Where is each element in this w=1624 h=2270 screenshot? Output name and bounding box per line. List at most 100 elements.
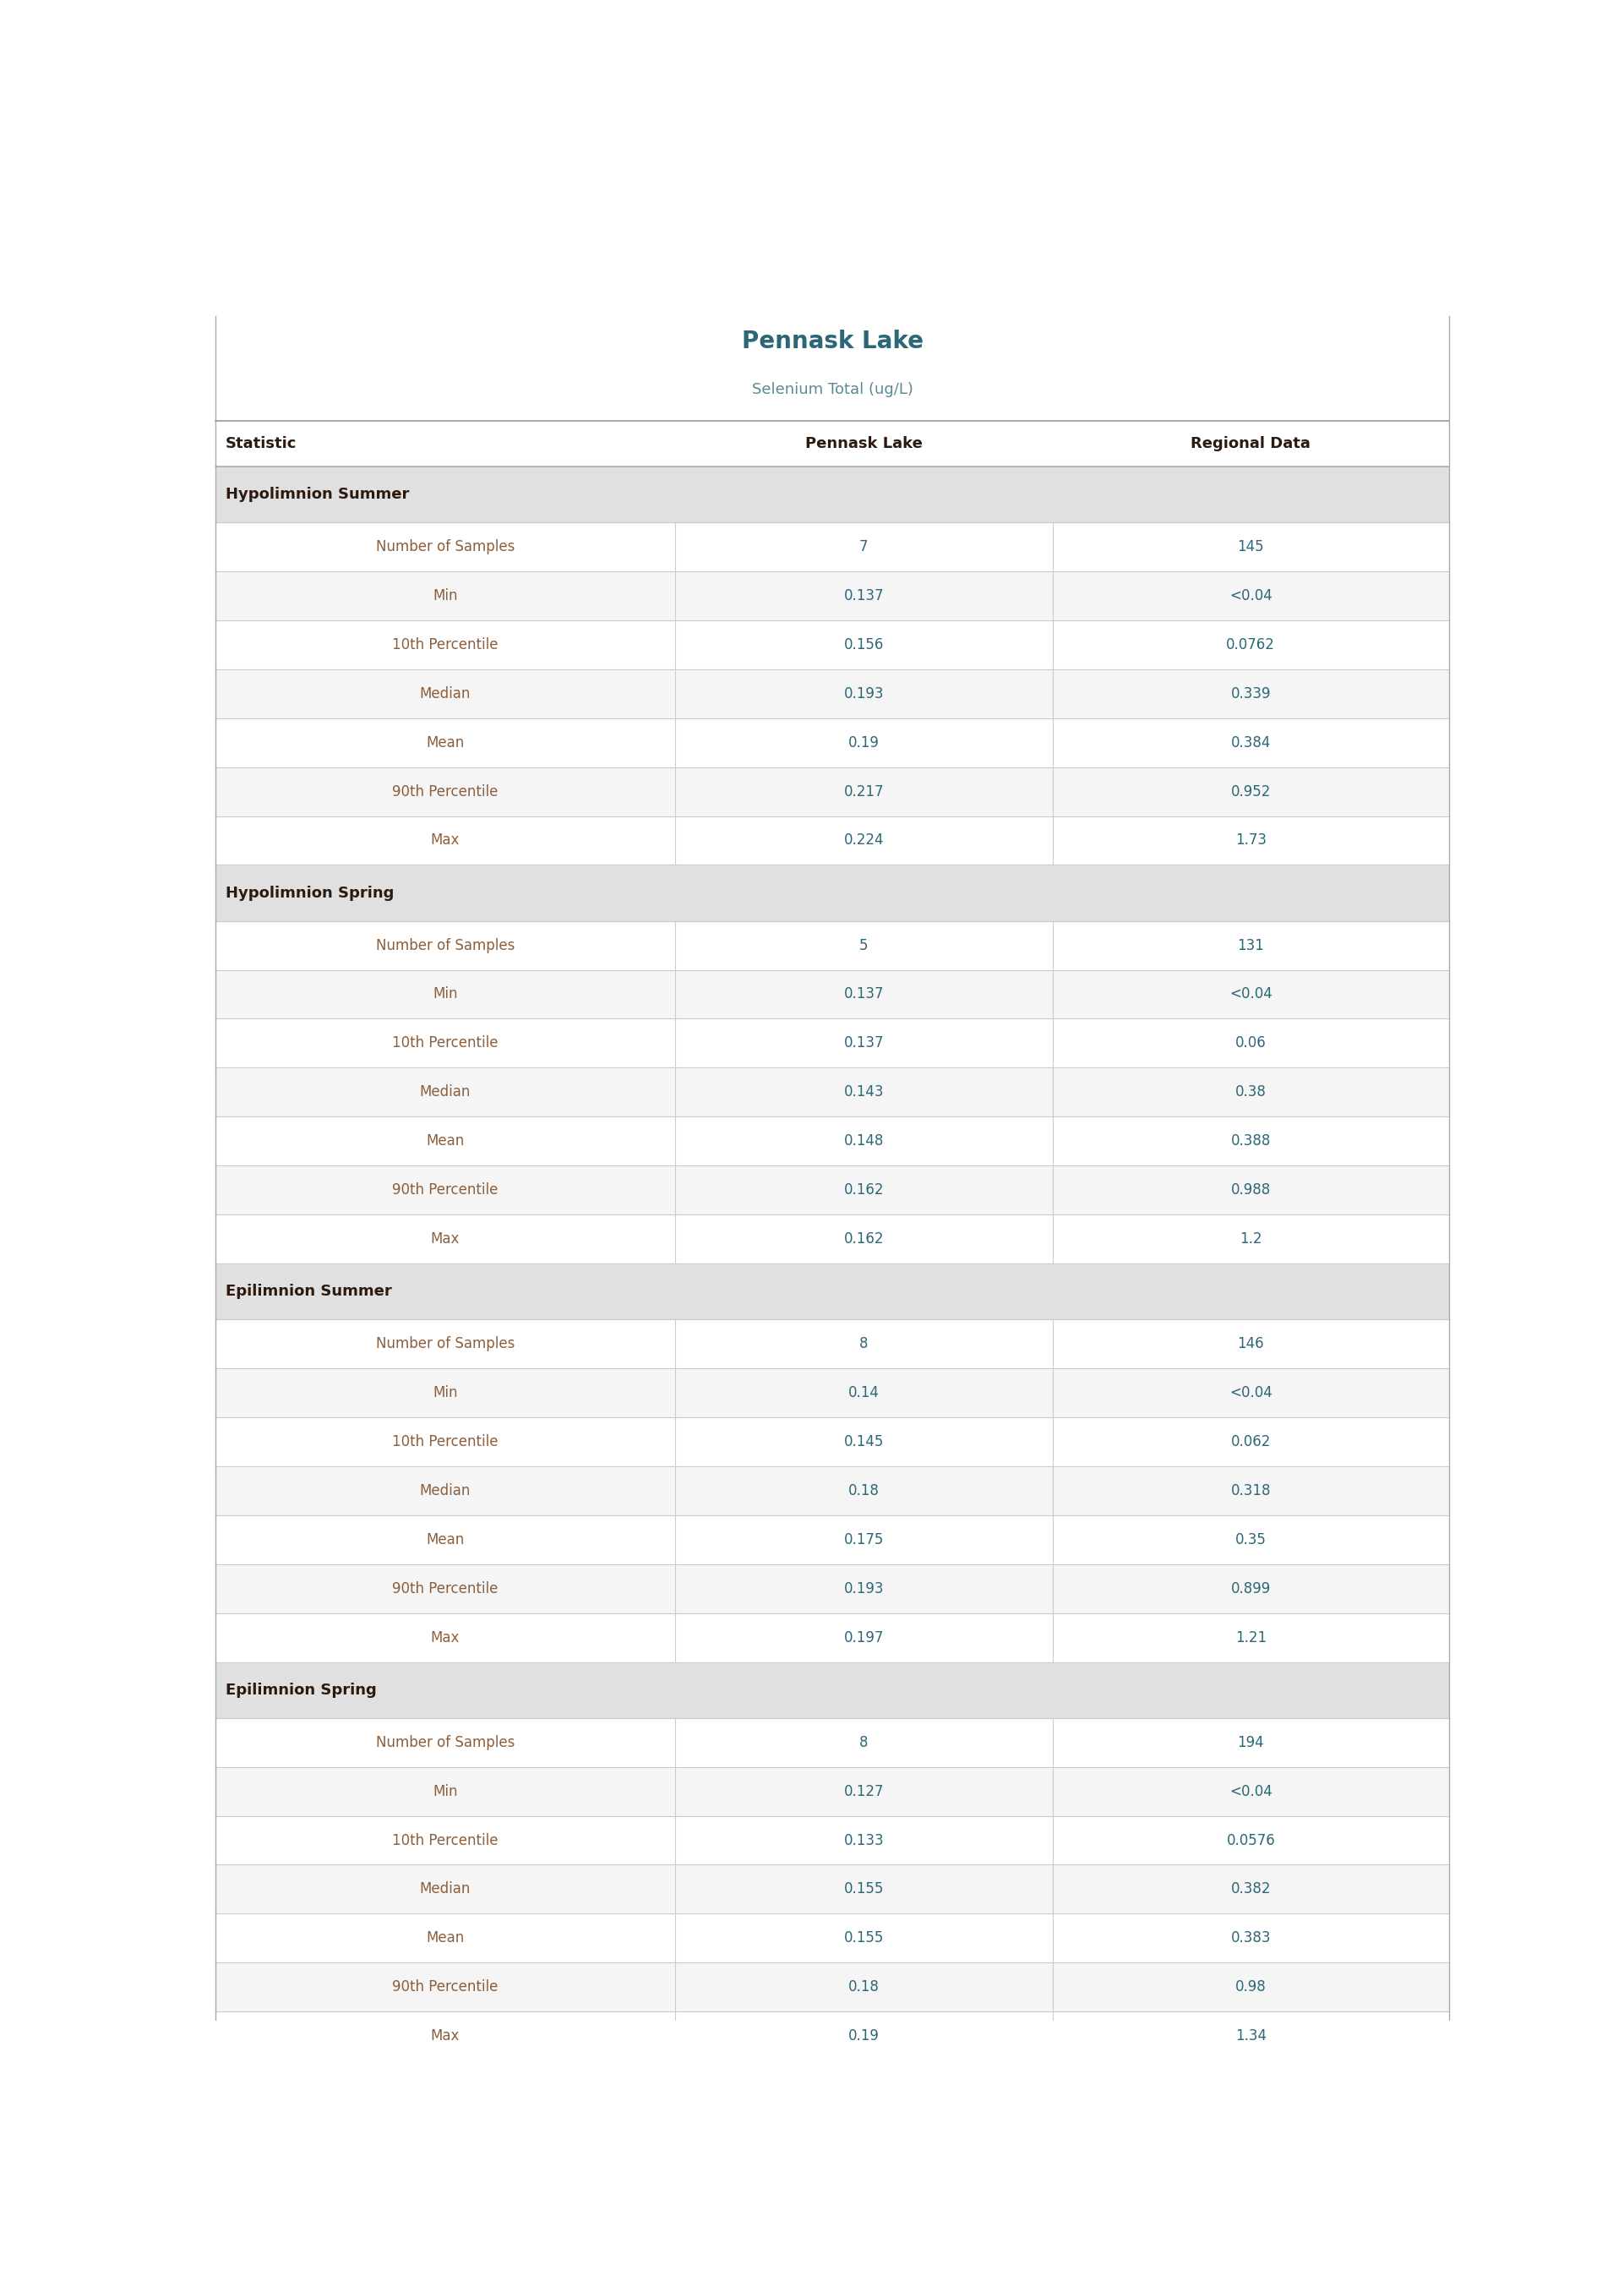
Text: 0.137: 0.137	[844, 588, 883, 604]
Text: <0.04: <0.04	[1229, 1784, 1272, 1798]
Text: 0.137: 0.137	[844, 987, 883, 1001]
Text: 10th Percentile: 10th Percentile	[393, 1832, 499, 1848]
Text: Median: Median	[419, 686, 471, 701]
Bar	[216, 1564, 1449, 1614]
Text: 0.145: 0.145	[844, 1435, 883, 1448]
Text: Mean: Mean	[425, 1532, 464, 1548]
Bar	[216, 1019, 1449, 1067]
Text: 8: 8	[859, 1734, 869, 1750]
Text: 90th Percentile: 90th Percentile	[393, 1979, 499, 1995]
Bar	[216, 1416, 1449, 1466]
Text: 0.193: 0.193	[844, 686, 883, 701]
Text: 0.217: 0.217	[844, 783, 883, 799]
Text: Median: Median	[419, 1482, 471, 1498]
Text: 0.14: 0.14	[848, 1385, 879, 1401]
Text: 90th Percentile: 90th Percentile	[393, 1183, 499, 1199]
Bar	[216, 1614, 1449, 1662]
Bar	[216, 1369, 1449, 1416]
Text: Pennask Lake: Pennask Lake	[742, 329, 922, 354]
Text: Epilimnion Spring: Epilimnion Spring	[226, 1682, 377, 1698]
Bar	[216, 572, 1449, 620]
Bar	[216, 1466, 1449, 1514]
Text: 90th Percentile: 90th Percentile	[393, 1580, 499, 1596]
Text: 146: 146	[1237, 1337, 1263, 1351]
Text: Max: Max	[430, 2029, 460, 2043]
Text: 0.899: 0.899	[1231, 1580, 1270, 1596]
Bar	[216, 1214, 1449, 1264]
Text: 8: 8	[859, 1337, 869, 1351]
Bar	[216, 1964, 1449, 2011]
Text: 0.193: 0.193	[844, 1580, 883, 1596]
Text: Mean: Mean	[425, 1930, 464, 1945]
Text: Hypolimnion Spring: Hypolimnion Spring	[226, 885, 395, 901]
Text: Regional Data: Regional Data	[1190, 436, 1311, 452]
Text: <0.04: <0.04	[1229, 1385, 1272, 1401]
Text: 0.06: 0.06	[1236, 1035, 1267, 1051]
Text: 0.388: 0.388	[1231, 1133, 1272, 1149]
Text: 0.18: 0.18	[848, 1979, 879, 1995]
Text: 90th Percentile: 90th Percentile	[393, 783, 499, 799]
Text: Max: Max	[430, 833, 460, 849]
Text: 10th Percentile: 10th Percentile	[393, 1035, 499, 1051]
Bar	[216, 815, 1449, 865]
Bar	[216, 767, 1449, 815]
Bar	[216, 1662, 1449, 1718]
Text: 0.162: 0.162	[844, 1230, 883, 1246]
Text: 0.162: 0.162	[844, 1183, 883, 1199]
Text: 0.38: 0.38	[1236, 1085, 1267, 1099]
Text: 0.988: 0.988	[1231, 1183, 1270, 1199]
Text: 0.98: 0.98	[1236, 1979, 1267, 1995]
Text: 0.224: 0.224	[844, 833, 883, 849]
Bar	[216, 922, 1449, 969]
Text: Min: Min	[434, 1784, 458, 1798]
Text: 0.175: 0.175	[844, 1532, 883, 1548]
Text: Min: Min	[434, 1385, 458, 1401]
Text: 145: 145	[1237, 540, 1263, 554]
Bar	[216, 1165, 1449, 1214]
Text: Hypolimnion Summer: Hypolimnion Summer	[226, 486, 409, 502]
Text: 0.062: 0.062	[1231, 1435, 1272, 1448]
Bar	[216, 1864, 1449, 1914]
Text: Mean: Mean	[425, 735, 464, 749]
Text: Max: Max	[430, 1230, 460, 1246]
Text: 0.382: 0.382	[1231, 1882, 1272, 1898]
Text: 0.148: 0.148	[844, 1133, 883, 1149]
Text: 0.0576: 0.0576	[1226, 1832, 1275, 1848]
Text: 0.35: 0.35	[1236, 1532, 1267, 1548]
Bar	[216, 620, 1449, 670]
Text: 0.137: 0.137	[844, 1035, 883, 1051]
Bar	[216, 1264, 1449, 1319]
Text: 0.952: 0.952	[1231, 783, 1272, 799]
Bar	[216, 1914, 1449, 1964]
Text: 0.127: 0.127	[844, 1784, 883, 1798]
Text: 0.143: 0.143	[844, 1085, 883, 1099]
Bar	[216, 1816, 1449, 1864]
Text: Min: Min	[434, 987, 458, 1001]
Text: <0.04: <0.04	[1229, 588, 1272, 604]
Text: 0.384: 0.384	[1231, 735, 1272, 749]
Text: 131: 131	[1237, 938, 1263, 953]
Text: Median: Median	[419, 1085, 471, 1099]
Text: 0.383: 0.383	[1231, 1930, 1272, 1945]
Text: Selenium Total (ug/L): Selenium Total (ug/L)	[752, 381, 913, 397]
Text: Mean: Mean	[425, 1133, 464, 1149]
Text: Statistic: Statistic	[226, 436, 297, 452]
Text: 1.34: 1.34	[1236, 2029, 1267, 2043]
Text: 0.339: 0.339	[1231, 686, 1272, 701]
Bar	[216, 670, 1449, 717]
Text: 0.19: 0.19	[848, 735, 879, 749]
Bar	[216, 2011, 1449, 2061]
Text: 194: 194	[1237, 1734, 1263, 1750]
Bar	[216, 1319, 1449, 1369]
Bar	[216, 465, 1449, 522]
Text: <0.04: <0.04	[1229, 987, 1272, 1001]
Bar	[216, 1766, 1449, 1816]
Text: Median: Median	[419, 1882, 471, 1898]
Bar	[216, 522, 1449, 572]
Bar	[216, 717, 1449, 767]
Text: 0.155: 0.155	[844, 1930, 883, 1945]
Text: Min: Min	[434, 588, 458, 604]
Bar	[216, 865, 1449, 922]
Text: 0.155: 0.155	[844, 1882, 883, 1898]
Text: Number of Samples: Number of Samples	[375, 1337, 515, 1351]
